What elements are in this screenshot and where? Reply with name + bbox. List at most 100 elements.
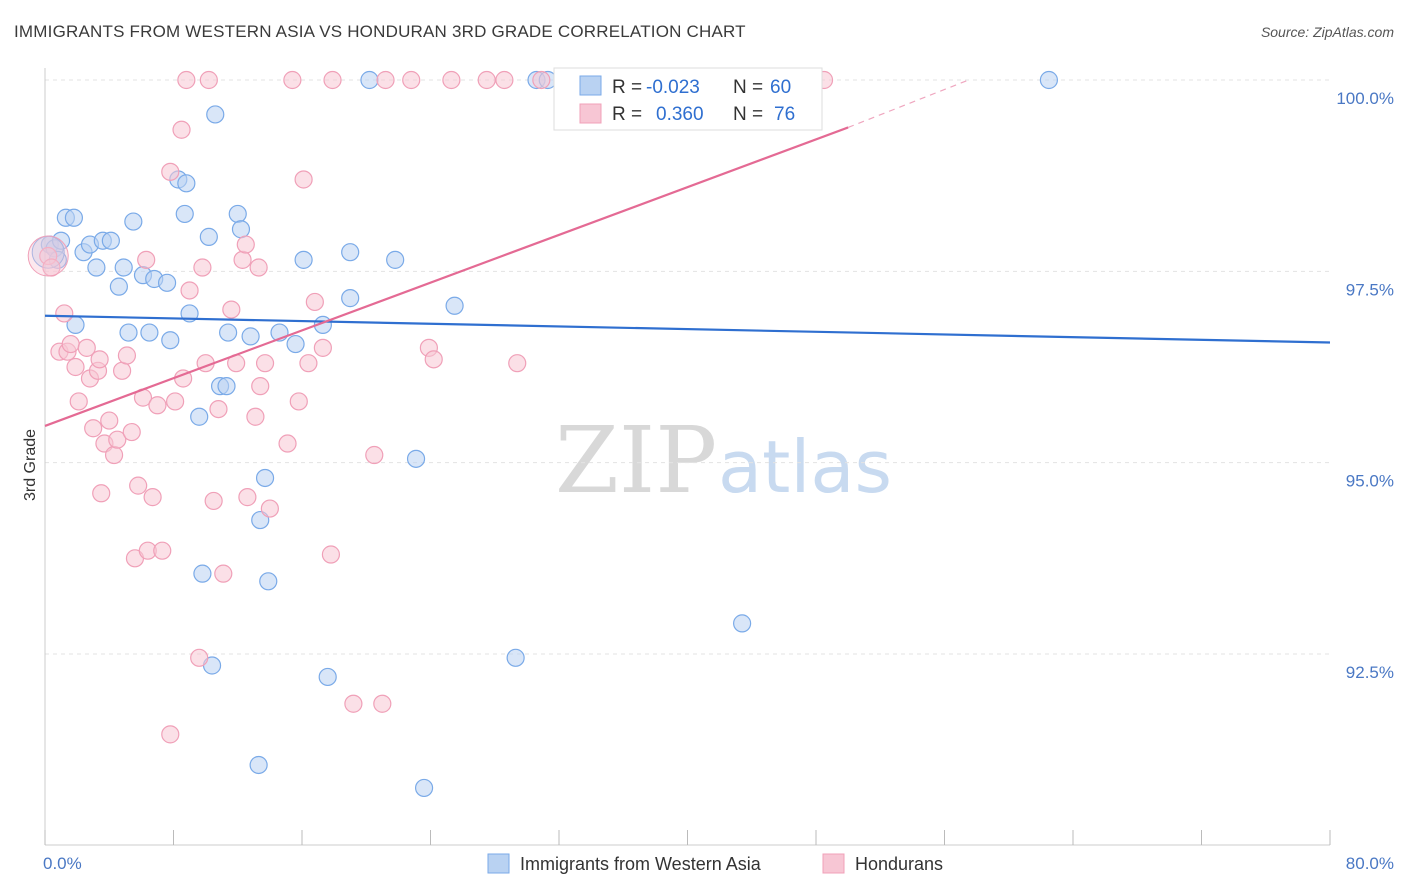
point-hondurans: [27, 235, 69, 277]
point-hondurans: [402, 70, 421, 90]
point-western-asia: [119, 323, 138, 342]
point-hondurans: [161, 725, 180, 744]
point-western-asia: [206, 105, 225, 124]
legend-r-value-1: -0.023: [646, 77, 700, 98]
point-western-asia: [259, 572, 278, 591]
point-hondurans: [177, 70, 196, 90]
point-western-asia: [64, 208, 84, 227]
y-tick-label: 92.5%: [1346, 663, 1394, 682]
point-western-asia: [341, 243, 360, 262]
point-hondurans: [233, 250, 252, 269]
point-western-asia: [360, 70, 379, 90]
point-hondurans: [246, 407, 265, 426]
legend-n-label-1: N =: [733, 77, 763, 98]
trend-line-hondurans: [44, 126, 849, 427]
point-western-asia: [101, 231, 120, 250]
point-hondurans: [122, 422, 141, 442]
point-western-asia: [318, 667, 337, 687]
point-western-asia: [177, 174, 196, 193]
point-hondurans: [477, 70, 496, 90]
point-hondurans: [289, 392, 308, 411]
point-hondurans: [365, 445, 384, 465]
point-hondurans: [55, 304, 74, 323]
point-hondurans: [204, 491, 223, 511]
point-hondurans: [137, 250, 156, 269]
point-hondurans: [344, 694, 363, 713]
series-hondurans-points: [27, 70, 834, 744]
point-western-asia: [1039, 70, 1059, 90]
point-hondurans: [92, 484, 111, 503]
point-western-asia: [193, 564, 212, 583]
point-hondurans: [299, 354, 318, 373]
point-western-asia: [157, 273, 177, 292]
point-hondurans: [255, 354, 275, 373]
legend-swatch-pink: [579, 103, 602, 124]
legend-r-value-2: 0.360: [656, 104, 704, 125]
point-western-asia: [241, 327, 260, 346]
axes: [44, 68, 1331, 846]
trend-lines: [44, 79, 1331, 427]
point-western-asia: [190, 407, 209, 426]
point-western-asia: [109, 277, 128, 296]
point-western-asia: [414, 778, 434, 798]
point-western-asia: [114, 258, 133, 277]
point-western-asia: [231, 220, 251, 239]
point-hondurans: [193, 258, 212, 277]
point-western-asia: [445, 296, 464, 315]
point-hondurans: [214, 564, 233, 583]
point-western-asia: [386, 250, 405, 269]
point-western-asia: [506, 648, 525, 667]
point-western-asia: [733, 614, 752, 633]
point-hondurans: [108, 430, 127, 449]
point-hondurans: [294, 170, 313, 189]
legend-r-label-2: R =: [612, 104, 642, 125]
stats-legend: R = -0.023 N = 60 R = 0.360 N = 76: [553, 67, 823, 131]
point-western-asia: [87, 258, 106, 277]
point-hondurans: [236, 235, 255, 254]
point-hondurans: [180, 281, 199, 300]
point-western-asia: [199, 227, 218, 246]
series-legend: Immigrants from Western Asia Hondurans: [487, 853, 943, 874]
y-tick-label: 95.0%: [1346, 472, 1394, 491]
point-western-asia: [217, 377, 236, 396]
watermark-zip: ZIP: [555, 407, 717, 514]
point-hondurans: [66, 357, 85, 377]
point-western-asia: [140, 323, 159, 342]
point-western-asia: [175, 204, 194, 224]
point-hondurans: [69, 392, 88, 411]
point-hondurans: [249, 258, 268, 277]
point-hondurans: [161, 162, 180, 181]
y-tick-label: 100.0%: [1336, 89, 1394, 108]
point-western-asia: [286, 334, 305, 354]
point-hondurans: [305, 292, 324, 312]
legend-item-hondurans-swatch: [822, 853, 845, 874]
point-hondurans: [424, 350, 443, 369]
series-western-asia-points: [31, 70, 1059, 798]
point-western-asia: [341, 289, 360, 308]
point-hondurans: [190, 648, 209, 667]
legend-item-hondurans: Hondurans: [855, 854, 943, 874]
point-hondurans: [442, 70, 461, 90]
legend-n-value-1: 60: [770, 77, 791, 98]
point-hondurans: [100, 411, 119, 430]
point-western-asia: [219, 323, 238, 342]
point-hondurans: [172, 120, 191, 139]
point-hondurans: [129, 476, 148, 495]
trend-line-hondurans-extension: [847, 79, 969, 129]
point-hondurans: [90, 350, 109, 369]
legend-n-value-2: 76: [774, 104, 795, 125]
y-tick-label: 97.5%: [1346, 280, 1394, 299]
point-hondurans: [153, 541, 172, 560]
point-hondurans: [376, 70, 395, 90]
point-western-asia: [294, 250, 313, 269]
point-western-asia: [406, 449, 426, 468]
point-hondurans: [495, 70, 514, 90]
point-hondurans: [508, 354, 527, 373]
legend-r-label-1: R =: [612, 77, 642, 98]
point-hondurans: [143, 488, 162, 507]
point-hondurans: [61, 334, 80, 354]
y-axis-label: 3rd Grade: [22, 429, 39, 501]
point-western-asia: [161, 331, 180, 350]
gridlines: 100.0% 97.5% 95.0% 92.5%: [45, 79, 1394, 682]
